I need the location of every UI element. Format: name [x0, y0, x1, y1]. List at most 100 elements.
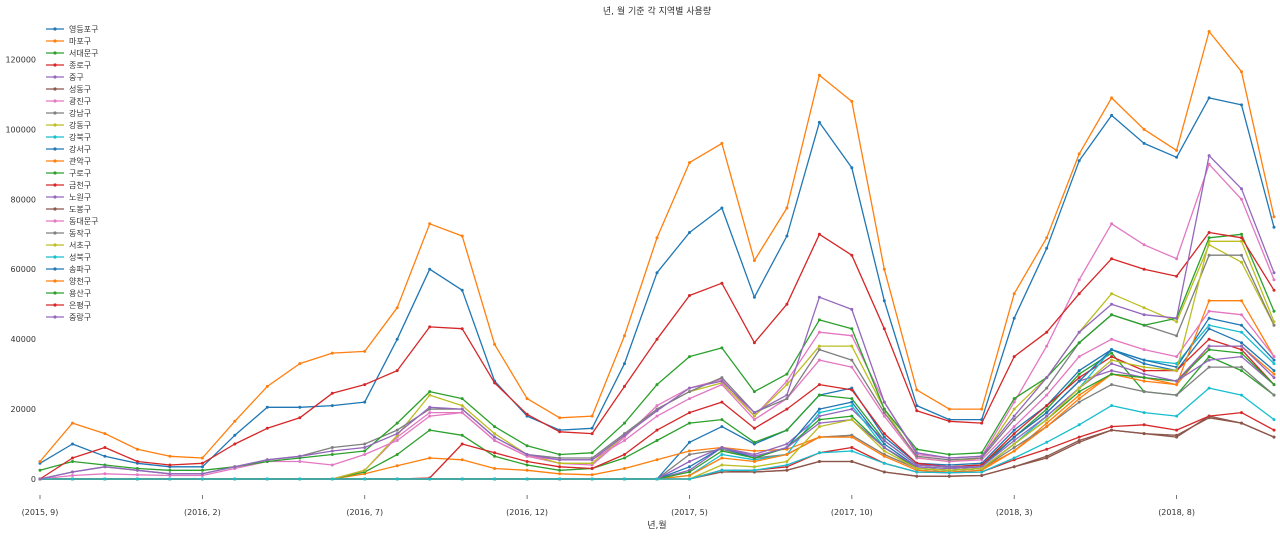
- data-point: [785, 372, 789, 376]
- data-point: [298, 454, 302, 458]
- data-point: [1142, 365, 1146, 369]
- series-line: [40, 415, 1275, 480]
- data-point: [688, 397, 691, 401]
- data-point: [655, 383, 659, 387]
- data-point: [752, 390, 756, 394]
- data-point: [785, 379, 789, 383]
- data-point: [135, 473, 139, 477]
- legend-marker: [53, 27, 57, 31]
- data-point: [200, 456, 204, 460]
- data-point: [1142, 243, 1146, 247]
- data-point: [1240, 260, 1243, 264]
- data-point: [1207, 416, 1211, 420]
- data-point: [1012, 449, 1016, 453]
- data-point: [1077, 440, 1081, 444]
- data-point: [850, 99, 854, 103]
- data-point: [38, 477, 42, 481]
- data-point: [623, 456, 626, 460]
- data-point: [817, 393, 821, 397]
- data-point: [817, 411, 821, 415]
- series-20: [38, 386, 1276, 481]
- data-point: [1175, 155, 1179, 159]
- data-point: [752, 468, 756, 472]
- legend-label: 노원구: [69, 193, 91, 202]
- data-point: [1110, 302, 1114, 306]
- data-point: [428, 222, 432, 226]
- legend-item: 금천구: [46, 180, 91, 190]
- series-24: [38, 231, 1276, 481]
- data-point: [460, 407, 464, 411]
- legend-label: 송파구: [69, 265, 91, 274]
- data-point: [38, 468, 42, 472]
- data-point: [363, 349, 367, 353]
- data-point: [135, 468, 139, 472]
- data-point: [1012, 425, 1016, 429]
- data-point: [363, 446, 367, 449]
- data-point: [1077, 400, 1081, 404]
- data-point: [720, 425, 724, 429]
- x-tick-label: (2015, 9): [22, 508, 59, 517]
- data-point: [200, 465, 204, 469]
- data-point: [428, 456, 432, 460]
- data-point: [265, 426, 269, 430]
- legend-marker: [53, 231, 57, 235]
- data-point: [103, 465, 107, 469]
- data-point: [947, 471, 951, 475]
- data-point: [720, 449, 724, 453]
- data-point: [882, 446, 886, 449]
- legend-item: 강동구: [46, 120, 91, 130]
- legend-label: 중랑구: [69, 312, 91, 322]
- data-point: [817, 418, 821, 422]
- legend-marker: [53, 159, 57, 163]
- data-point: [1110, 113, 1114, 117]
- data-point: [1207, 162, 1211, 166]
- data-point: [655, 404, 659, 408]
- data-point: [1207, 327, 1211, 331]
- data-point: [1207, 344, 1211, 348]
- data-point: [1110, 404, 1114, 408]
- legend-marker: [53, 135, 57, 139]
- data-point: [1142, 141, 1146, 145]
- data-point: [882, 411, 886, 415]
- data-point: [558, 472, 562, 476]
- data-point: [590, 426, 594, 430]
- data-point: [590, 473, 594, 477]
- data-point: [752, 426, 756, 430]
- data-point: [558, 461, 562, 465]
- data-point: [1012, 414, 1016, 418]
- data-point: [947, 407, 951, 411]
- data-point: [752, 418, 756, 422]
- data-point: [428, 325, 432, 329]
- y-tick-label: 20000: [11, 405, 36, 414]
- data-point: [395, 464, 399, 468]
- data-point: [915, 404, 919, 408]
- data-point: [688, 477, 691, 481]
- data-point: [460, 411, 464, 415]
- legend-label: 서대문구: [69, 49, 98, 58]
- data-point: [1077, 152, 1081, 156]
- data-point: [882, 442, 886, 446]
- data-point: [1175, 379, 1179, 383]
- data-point: [1012, 432, 1016, 436]
- data-point: [1240, 299, 1243, 303]
- legend-item: 강서구: [46, 144, 91, 154]
- data-point: [817, 330, 821, 334]
- data-point: [330, 391, 334, 395]
- data-point: [817, 421, 821, 425]
- data-point: [395, 428, 399, 432]
- legend-marker: [53, 207, 57, 211]
- data-point: [1272, 288, 1276, 292]
- data-point: [1175, 433, 1179, 437]
- data-point: [168, 454, 172, 458]
- data-point: [1077, 393, 1081, 397]
- data-point: [688, 449, 691, 453]
- legend-item: 강북구: [46, 132, 91, 142]
- data-point: [1175, 320, 1179, 324]
- data-point: [817, 358, 821, 362]
- data-point: [850, 418, 854, 422]
- data-point: [168, 468, 172, 472]
- data-point: [1077, 159, 1081, 163]
- data-point: [882, 449, 886, 453]
- data-point: [395, 453, 399, 456]
